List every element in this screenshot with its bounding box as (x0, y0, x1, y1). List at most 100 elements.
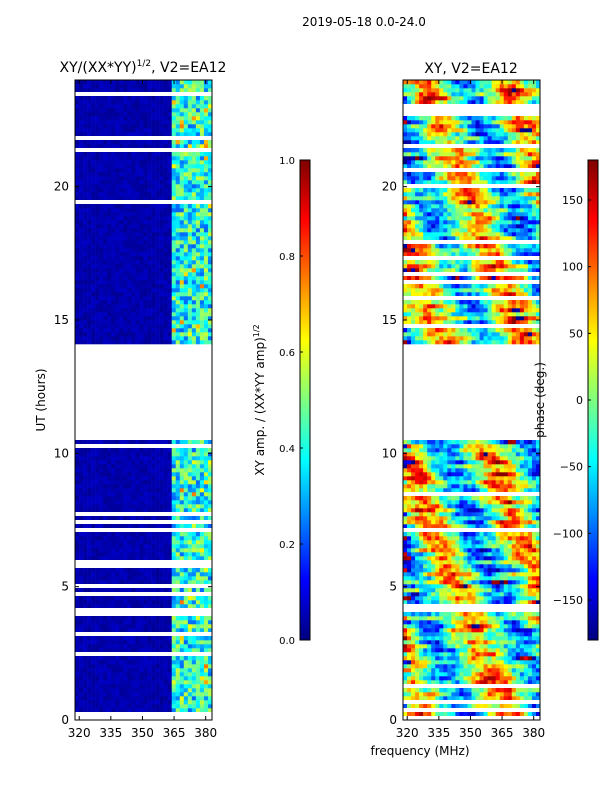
heatmap-cell (187, 684, 193, 689)
heatmap-cell (459, 672, 464, 677)
heatmap-cell (135, 580, 140, 585)
heatmap-cell (135, 640, 140, 645)
heatmap-cell (119, 472, 124, 477)
heatmap-cell (151, 96, 156, 101)
heatmap-cell (83, 696, 88, 701)
heatmap-cell (191, 488, 197, 493)
heatmap-cell (83, 332, 88, 337)
heatmap-cell (91, 556, 96, 561)
heatmap-cell (435, 696, 440, 701)
heatmap-cell (459, 652, 464, 657)
heatmap-cell (159, 320, 164, 325)
heatmap-cell (479, 648, 484, 653)
heatmap-cell (111, 124, 116, 129)
heatmap-cell (103, 676, 108, 681)
heatmap-cell (475, 680, 480, 685)
heatmap-cell (499, 664, 505, 669)
heatmap-cell (103, 256, 108, 261)
heatmap-cell (179, 660, 185, 665)
heatmap-cell (163, 332, 168, 337)
heatmap-cell (155, 676, 160, 681)
heatmap-cell (403, 612, 408, 617)
heatmap-cell (179, 196, 185, 201)
heatmap-cell (487, 688, 492, 693)
heatmap-cell (107, 452, 112, 457)
heatmap-cell (423, 712, 428, 717)
heatmap-cell (131, 216, 136, 221)
heatmap-cell (91, 572, 96, 577)
heatmap-cell (407, 652, 412, 657)
heatmap-cell (527, 644, 533, 649)
heatmap-cell (79, 636, 84, 641)
heatmap-cell (107, 472, 112, 477)
heatmap-cell (139, 276, 144, 281)
heatmap-cell (207, 272, 212, 277)
heatmap-cell (115, 184, 120, 189)
heatmap-cell (479, 600, 484, 605)
heatmap-cell (127, 332, 132, 337)
heatmap-cell (187, 452, 193, 457)
heatmap-cell (131, 328, 136, 333)
heatmap-cell (499, 712, 505, 717)
heatmap-cell (103, 308, 108, 313)
heatmap-cell (499, 660, 505, 665)
heatmap-cell (143, 572, 148, 577)
heatmap-cell (471, 612, 476, 617)
heatmap-cell (143, 576, 148, 581)
heatmap-cell (123, 176, 128, 181)
heatmap-cell (75, 304, 80, 309)
heatmap-cell (131, 88, 136, 93)
heatmap-cell (87, 236, 92, 241)
heatmap-cell (151, 256, 156, 261)
heatmap-cell (95, 244, 100, 249)
heatmap-cell (455, 652, 460, 657)
heatmap-cell (143, 500, 148, 505)
heatmap-cell (95, 208, 100, 213)
heatmap-cell (163, 192, 168, 197)
heatmap-cell (187, 212, 193, 217)
heatmap-cell (95, 124, 100, 129)
heatmap-cell (207, 604, 212, 609)
heatmap-cell (95, 168, 100, 173)
heatmap-cell (403, 636, 408, 641)
heatmap-cell (143, 152, 148, 157)
heatmap-cell (163, 544, 168, 549)
heatmap-cell (155, 476, 160, 481)
heatmap-cell (487, 660, 492, 665)
heatmap-cell (495, 712, 501, 717)
heatmap-cell (415, 664, 420, 669)
heatmap-cell (95, 100, 100, 105)
heatmap-cell (139, 700, 144, 705)
heatmap-cell (75, 536, 80, 541)
heatmap-cell (139, 624, 144, 629)
heatmap-cell (203, 116, 209, 121)
heatmap-cell (199, 332, 205, 337)
heatmap-cell (91, 580, 96, 585)
heatmap-cell (91, 496, 96, 501)
heatmap-cell (195, 332, 201, 337)
heatmap-cell (195, 684, 201, 689)
heatmap-cell (83, 452, 88, 457)
heatmap-cell (147, 468, 152, 473)
heatmap-cell (107, 668, 112, 673)
heatmap-cell (119, 532, 124, 537)
heatmap-cell (195, 284, 201, 289)
heatmap-cell (195, 660, 201, 665)
heatmap-cell (91, 228, 96, 233)
heatmap-cell (511, 588, 517, 593)
heatmap-cell (95, 220, 100, 225)
heatmap-cell (79, 440, 84, 445)
heatmap-cell (487, 644, 492, 649)
heatmap-cell (419, 652, 424, 657)
heatmap-cell (107, 596, 112, 601)
heatmap-cell (203, 96, 209, 101)
heatmap-cell (151, 480, 156, 485)
heatmap-cell (107, 516, 112, 521)
heatmap-cell (115, 100, 120, 105)
heatmap-cell (515, 656, 521, 661)
heatmap-cell (143, 308, 148, 313)
heatmap-cell (483, 712, 488, 717)
heatmap-cell (159, 684, 164, 689)
heatmap-cell (199, 692, 205, 697)
heatmap-cell (111, 572, 116, 577)
